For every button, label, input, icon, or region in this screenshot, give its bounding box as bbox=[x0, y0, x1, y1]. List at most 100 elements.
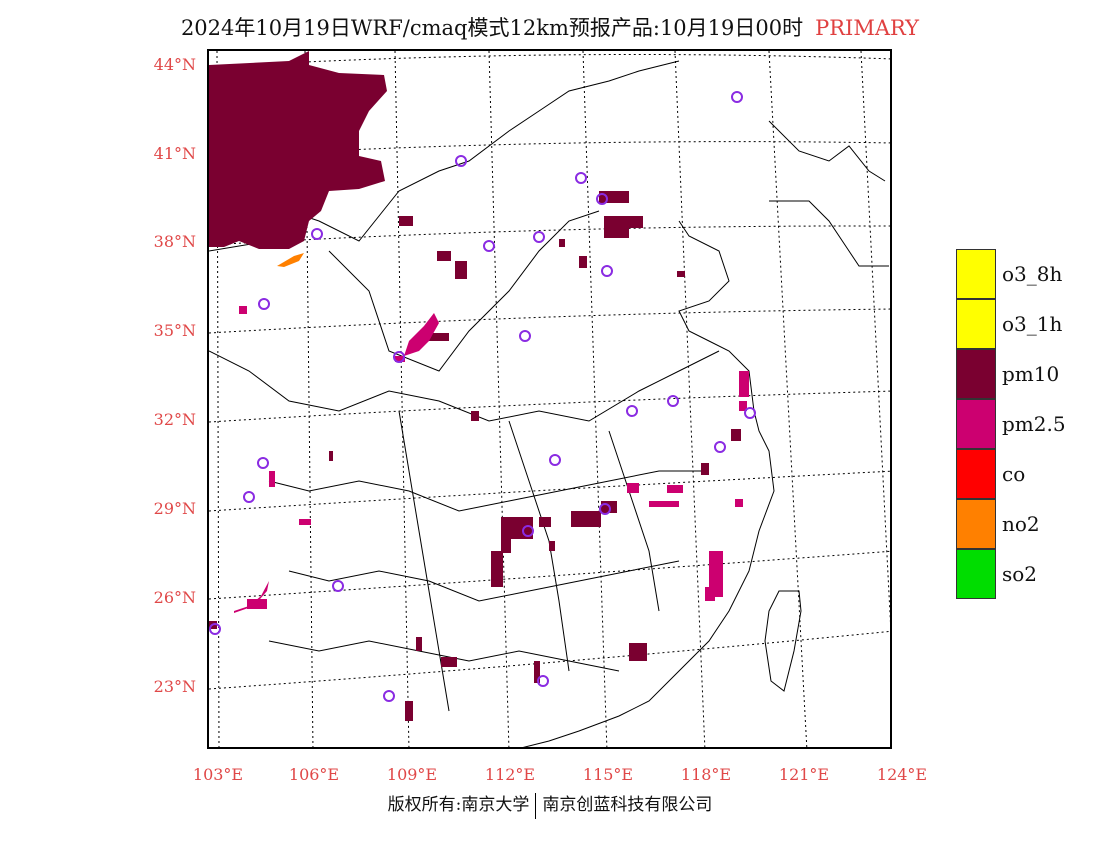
lat-label: 32°N bbox=[153, 410, 196, 429]
station-marker bbox=[744, 407, 756, 419]
pm25-patch bbox=[705, 587, 715, 601]
lat-label: 29°N bbox=[153, 499, 196, 518]
copyright-footer: 版权所有:南京大学 南京创蓝科技有限公司 bbox=[0, 790, 1100, 819]
station-marker bbox=[537, 675, 549, 687]
pm10-patch bbox=[539, 517, 551, 527]
pm10-patch bbox=[629, 643, 647, 661]
pm10-patch bbox=[491, 551, 503, 587]
footer-divider bbox=[535, 792, 537, 819]
pm25-patch bbox=[269, 471, 275, 487]
lat-label: 23°N bbox=[153, 677, 196, 696]
pm10-patch bbox=[405, 701, 413, 721]
legend-label: o3_1h bbox=[1002, 312, 1063, 336]
station-marker bbox=[731, 91, 743, 103]
title-text: 2024年10月19日WRF/cmaq模式12km预报产品:10月19日00时 bbox=[180, 16, 804, 40]
lon-label: 112°E bbox=[484, 765, 536, 784]
boundaries bbox=[209, 60, 889, 747]
no2-areas bbox=[277, 253, 304, 267]
lat-label: 41°N bbox=[153, 144, 196, 163]
map-title: 2024年10月19日WRF/cmaq模式12km预报产品:10月19日00时 P… bbox=[0, 12, 1100, 42]
lon-label: 118°E bbox=[680, 765, 732, 784]
lat-label: 44°N bbox=[153, 55, 196, 74]
legend-label: no2 bbox=[1002, 512, 1040, 536]
legend-swatch bbox=[956, 249, 996, 299]
station-marker bbox=[383, 690, 395, 702]
station-marker bbox=[209, 623, 221, 635]
legend-swatch bbox=[956, 499, 996, 549]
pm10-patch bbox=[599, 191, 629, 203]
pm10-patch bbox=[501, 539, 511, 553]
lon-label: 103°E bbox=[192, 765, 244, 784]
station-marker bbox=[258, 298, 270, 310]
lon-label: 115°E bbox=[582, 765, 634, 784]
graticule-lat-23 bbox=[209, 630, 890, 690]
station-marker bbox=[599, 503, 611, 515]
pm10-patch bbox=[441, 657, 457, 667]
title-tag: PRIMARY bbox=[815, 16, 920, 40]
graticule-lat-29 bbox=[209, 470, 890, 512]
coastline bbox=[522, 120, 889, 747]
pm10-patch bbox=[424, 333, 449, 341]
station-marker bbox=[549, 454, 561, 466]
pm10-patch bbox=[629, 216, 643, 228]
legend-label: o3_8h bbox=[1002, 262, 1063, 286]
copyright-right: 南京创蓝科技有限公司 bbox=[542, 795, 713, 815]
lon-label: 124°E bbox=[876, 765, 928, 784]
lat-label: 35°N bbox=[153, 321, 196, 340]
no2-patch bbox=[277, 253, 304, 267]
legend-swatch bbox=[956, 299, 996, 349]
graticule-lon-112 bbox=[488, 51, 510, 747]
pm10-patch bbox=[579, 256, 587, 268]
graticule-lon-109 bbox=[394, 51, 410, 747]
graticule-lon-118 bbox=[674, 51, 706, 747]
pm25-patch bbox=[247, 599, 267, 609]
pm25-patch bbox=[649, 501, 679, 507]
station-marker bbox=[714, 441, 726, 453]
pm25-patch bbox=[735, 499, 743, 507]
station-marker bbox=[483, 240, 495, 252]
pm10-patch bbox=[604, 216, 629, 238]
pm10-patch bbox=[534, 661, 540, 683]
station-marker bbox=[243, 491, 255, 503]
station-marker bbox=[533, 231, 545, 243]
lat-label: 26°N bbox=[153, 588, 196, 607]
legend-item-so2: so2 bbox=[956, 549, 1096, 599]
graticule-lat-38 bbox=[209, 225, 890, 246]
graticule-lon-124 bbox=[860, 51, 890, 624]
pm10-patch bbox=[471, 411, 479, 421]
station-markers bbox=[209, 91, 756, 702]
station-marker bbox=[257, 457, 269, 469]
station-marker bbox=[519, 330, 531, 342]
pm25-patch bbox=[627, 483, 639, 493]
station-marker bbox=[575, 172, 587, 184]
graticule-lat-44 bbox=[209, 54, 890, 68]
pm10-patch bbox=[549, 541, 555, 551]
station-marker bbox=[332, 580, 344, 592]
map-canvas bbox=[209, 51, 890, 747]
legend-item-pm10: pm10 bbox=[956, 349, 1096, 399]
legend-item-co: co bbox=[956, 449, 1096, 499]
legend-item-o3-1h: o3_1h bbox=[956, 299, 1096, 349]
station-marker bbox=[626, 405, 638, 417]
lon-label: 106°E bbox=[288, 765, 340, 784]
pm10-areas bbox=[209, 51, 741, 721]
pm25-areas bbox=[234, 306, 749, 613]
pm25-band bbox=[404, 313, 439, 356]
legend-item-no2: no2 bbox=[956, 499, 1096, 549]
legend-item-pm25: pm2.5 bbox=[956, 399, 1096, 449]
graticule-lat-32 bbox=[209, 390, 890, 423]
pm10-north-region bbox=[209, 51, 387, 249]
pm10-patch bbox=[399, 216, 413, 226]
legend-swatch bbox=[956, 399, 996, 449]
taiwan-outline bbox=[764, 590, 802, 692]
graticule-lon-115 bbox=[582, 51, 608, 747]
legend-swatch bbox=[956, 549, 996, 599]
legend-swatch bbox=[956, 449, 996, 499]
legend-label: so2 bbox=[1002, 562, 1038, 586]
graticule bbox=[209, 51, 890, 747]
pm25-patch bbox=[395, 356, 405, 362]
lon-label: 121°E bbox=[778, 765, 830, 784]
pm25-patch bbox=[667, 485, 683, 493]
copyright-left: 版权所有:南京大学 bbox=[387, 795, 530, 815]
pm10-patch bbox=[329, 451, 333, 461]
